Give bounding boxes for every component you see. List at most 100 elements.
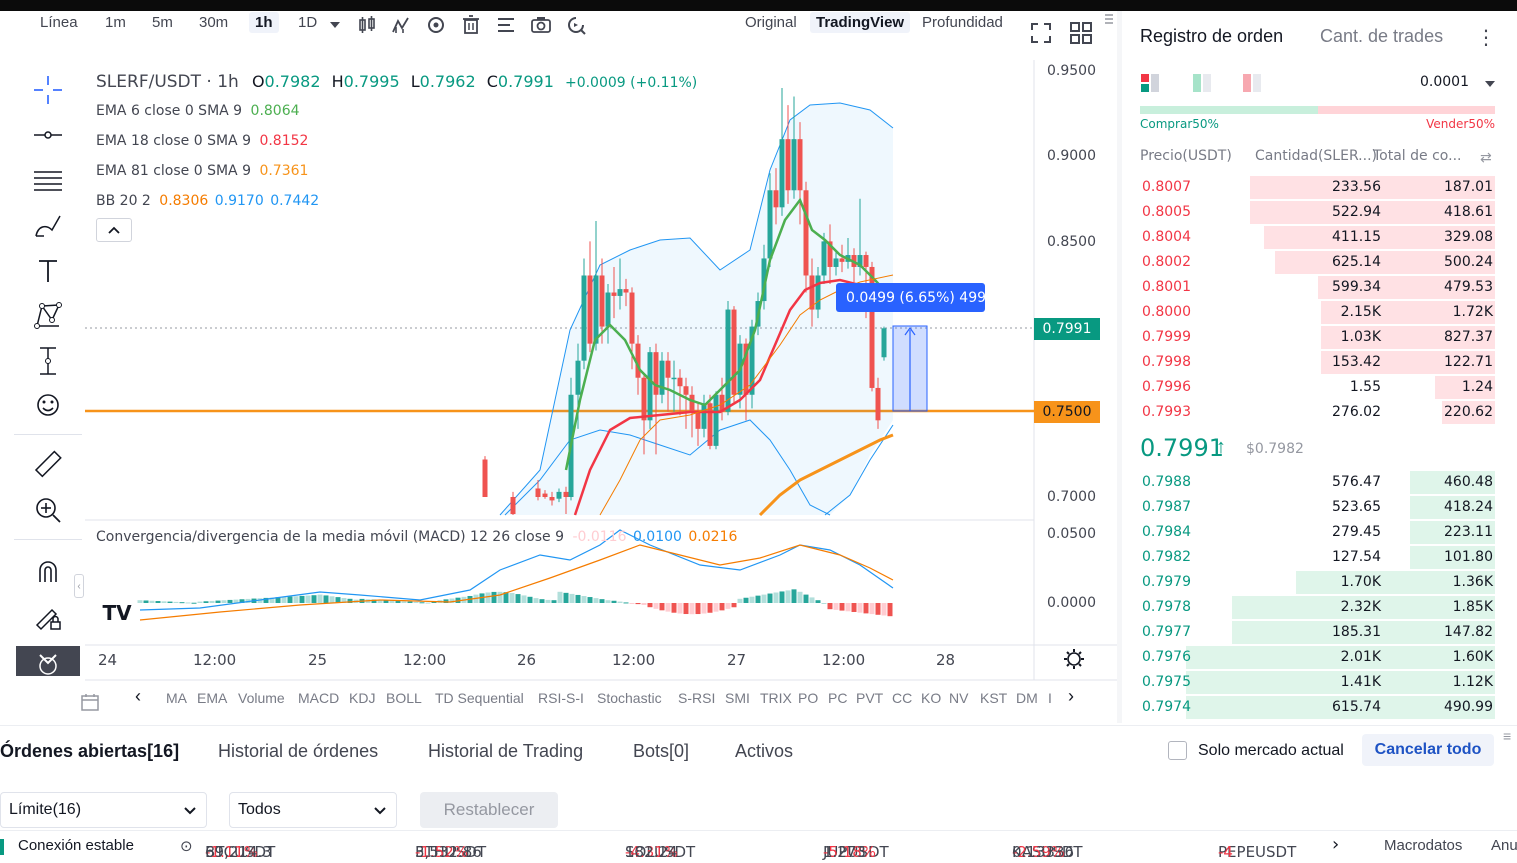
ruler-icon[interactable] <box>32 449 64 481</box>
indicators-icon[interactable] <box>390 14 412 36</box>
list-icon[interactable] <box>495 14 517 36</box>
bid-row[interactable]: 0.7977 185.31 147.82 <box>1140 620 1495 645</box>
measure-tool-icon[interactable] <box>32 345 64 377</box>
layout-grid-icon[interactable] <box>1070 22 1092 44</box>
scroll-left-icon[interactable]: ‹ <box>135 686 141 706</box>
indicator-shortcut[interactable]: I <box>1048 690 1052 706</box>
macro-data-link[interactable]: Macrodatos <box>1384 837 1463 854</box>
announcements-link[interactable]: Anu <box>1491 837 1517 854</box>
interval-30m[interactable]: 30m <box>199 14 229 31</box>
time-axis[interactable]: 24 12:00 25 12:00 26 12:00 27 12:00 28 <box>85 645 1035 671</box>
chart-settings-gear-icon[interactable] <box>1062 647 1086 671</box>
replay-icon[interactable] <box>565 14 587 36</box>
text-tool-icon[interactable] <box>32 255 64 287</box>
parallel-lines-icon[interactable] <box>32 164 64 196</box>
bid-row[interactable]: 0.7979 1.70K 1.36K <box>1140 570 1495 595</box>
indicator-shortcut[interactable]: DM <box>1016 690 1038 706</box>
emoji-icon[interactable] <box>32 389 64 421</box>
swap-icon[interactable]: ⇄ <box>1480 149 1492 165</box>
view-depth-tab[interactable]: Profundidad <box>922 14 1003 31</box>
indicator-shortcut[interactable]: CC <box>892 690 913 706</box>
indicator-shortcut[interactable]: SMI <box>725 690 750 706</box>
tab-open-orders[interactable]: Órdenes abiertas[16] <box>0 741 180 761</box>
zoom-in-icon[interactable] <box>32 494 64 526</box>
ask-row[interactable]: 0.7999 1.03K 827.37 <box>1140 325 1495 350</box>
indicator-shortcut[interactable]: Stochastic <box>597 690 662 706</box>
magnet-icon[interactable] <box>32 556 64 588</box>
ema6-legend[interactable]: EMA 6 close 0 SMA 9 0.8064 <box>96 103 300 119</box>
camera-icon[interactable] <box>530 14 552 36</box>
ema18-legend[interactable]: EMA 18 close 0 SMA 9 0.8152 <box>96 133 308 149</box>
macd-legend[interactable]: Convergencia/divergencia de la media móv… <box>96 529 737 545</box>
trash-icon[interactable] <box>460 14 482 36</box>
interval-dropdown-icon[interactable] <box>324 14 346 36</box>
tab-bots[interactable]: Bots[0] <box>633 741 690 761</box>
indicator-shortcut[interactable]: KST <box>980 690 1008 706</box>
collapse-toolbar-button[interactable]: ‹ <box>74 574 84 598</box>
panel-drag-handle[interactable]: ≡ <box>1503 728 1512 744</box>
interval-1d[interactable]: 1D <box>298 14 318 31</box>
indicator-shortcut[interactable]: EMA <box>197 690 228 706</box>
reset-button[interactable]: Restablecer <box>420 792 558 828</box>
indicator-shortcut[interactable]: MA <box>166 690 187 706</box>
bid-row[interactable]: 0.7987 523.65 418.24 <box>1140 495 1495 520</box>
indicator-shortcut[interactable]: MACD <box>298 690 340 706</box>
bid-row[interactable]: 0.7976 2.01K 1.60K <box>1140 645 1495 670</box>
ema81-legend[interactable]: EMA 81 close 0 SMA 9 0.7361 <box>96 163 308 179</box>
more-options-icon[interactable]: ⋮ <box>1476 27 1496 49</box>
side-select[interactable]: Todos <box>229 792 397 828</box>
bb-legend[interactable]: BB 20 2 0.8306 0.9170 0.7442 <box>96 193 319 209</box>
indicator-shortcut[interactable]: BOLL <box>386 690 422 706</box>
indicator-shortcut[interactable]: PO <box>798 690 819 706</box>
ask-row[interactable]: 0.8004 411.15 329.08 <box>1140 225 1495 250</box>
precision-select[interactable]: 0.0001 <box>1420 74 1496 96</box>
orderbook-bids-view-icon[interactable] <box>1192 73 1212 93</box>
order-type-select[interactable]: Límite(16) <box>0 792 207 828</box>
ask-row[interactable]: 0.8001 599.34 479.53 <box>1140 275 1495 300</box>
interval-1m[interactable]: 1m <box>105 14 126 31</box>
bid-row[interactable]: 0.7975 1.41K 1.12K <box>1140 670 1495 695</box>
ticker-settings-icon[interactable]: ⊙ <box>180 837 193 855</box>
ask-row[interactable]: 0.8000 2.15K 1.72K <box>1140 300 1495 325</box>
settings-icon[interactable] <box>425 14 447 36</box>
indicator-shortcut[interactable]: Volume <box>238 690 285 706</box>
view-original-tab[interactable]: Original <box>745 14 797 31</box>
indicator-shortcut[interactable]: KDJ <box>349 690 376 706</box>
ask-row[interactable]: 0.8002 625.14 500.24 <box>1140 250 1495 275</box>
indicator-shortcut[interactable]: RSI-S-I <box>538 690 584 706</box>
ask-row[interactable]: 0.7996 1.55 1.24 <box>1140 375 1495 400</box>
bid-row[interactable]: 0.7978 2.32K 1.85K <box>1140 595 1495 620</box>
order-book-tab[interactable]: Registro de orden <box>1140 26 1284 46</box>
panel-drag-handle[interactable] <box>1103 12 1115 26</box>
price-axis[interactable]: 0.9500 0.9000 0.8500 0.7000 0.0500 0.000… <box>1034 60 1117 680</box>
view-tradingview-tab[interactable]: TradingView <box>810 12 911 33</box>
orderbook-asks-view-icon[interactable] <box>1242 73 1262 93</box>
cancel-all-button[interactable]: Cancelar todo <box>1362 734 1494 766</box>
indicator-shortcut[interactable]: PC <box>828 690 848 706</box>
interval-5m[interactable]: 5m <box>152 14 173 31</box>
indicator-shortcut[interactable]: S-RSI <box>678 690 716 706</box>
indicator-shortcut[interactable]: PVT <box>856 690 884 706</box>
bid-row[interactable]: 0.7984 279.45 223.11 <box>1140 520 1495 545</box>
trades-tab[interactable]: Cant. de trades <box>1320 26 1444 46</box>
bid-row[interactable]: 0.7988 576.47 460.48 <box>1140 470 1495 495</box>
ask-row[interactable]: 0.8005 522.94 418.61 <box>1140 200 1495 225</box>
bid-row[interactable]: 0.7982 127.54 101.80 <box>1140 545 1495 570</box>
indicator-shortcut[interactable]: NV <box>949 690 969 706</box>
current-market-checkbox[interactable] <box>1168 741 1187 760</box>
toolbar-toggle-button[interactable] <box>16 646 80 676</box>
indicator-shortcut[interactable]: TD Sequential <box>435 690 524 706</box>
ask-row[interactable]: 0.8007 233.56 187.01 <box>1140 175 1495 200</box>
calendar-icon[interactable] <box>80 692 100 712</box>
ask-row[interactable]: 0.7998 153.42 122.71 <box>1140 350 1495 375</box>
scroll-right-icon[interactable]: › <box>1068 686 1074 706</box>
horizontal-ray-icon[interactable] <box>32 119 64 151</box>
indicator-shortcut[interactable]: TRIX <box>760 690 792 706</box>
legend-collapse-button[interactable] <box>96 218 132 242</box>
interval-1h[interactable]: 1h <box>249 12 279 33</box>
crosshair-icon[interactable] <box>32 74 64 106</box>
orderbook-both-view-icon[interactable] <box>1140 73 1160 93</box>
indicator-shortcut[interactable]: KO <box>921 690 942 706</box>
line-chart-button[interactable]: Línea <box>40 14 78 31</box>
